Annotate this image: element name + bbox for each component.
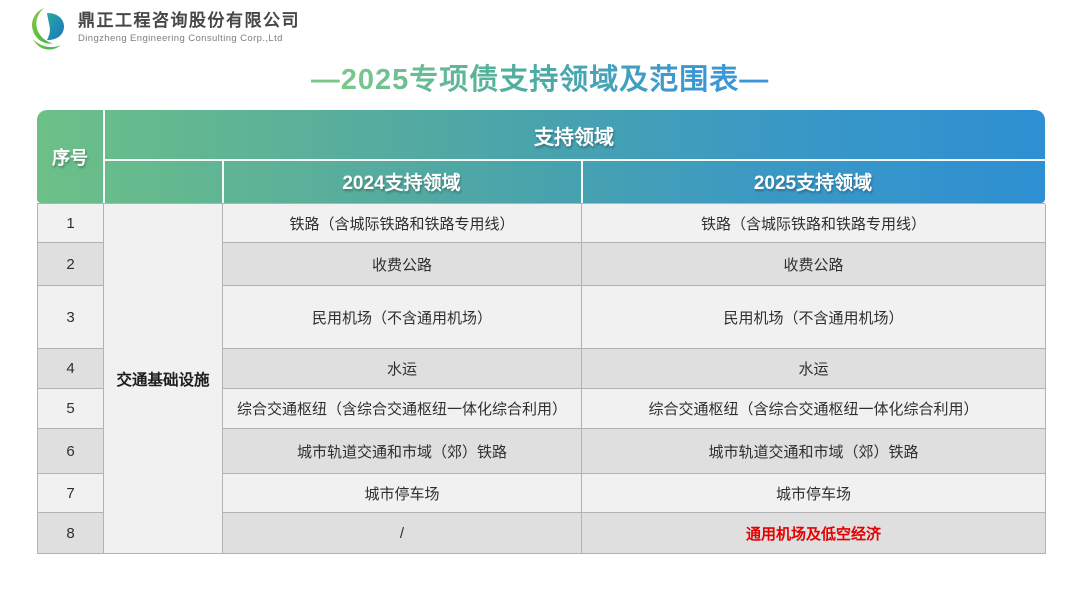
cell-2025-row-6: 城市轨道交通和市域（郊）铁路 — [582, 429, 1046, 474]
row-number-cell: 3 — [38, 286, 104, 349]
header-2025-support-areas: 2025支持领域 — [753, 173, 873, 194]
table-header-band: 序号 支持领域 2024支持领域 2025支持领域 — [37, 110, 1045, 203]
header-divider-vertical-1 — [103, 110, 105, 203]
row-number-cell: 8 — [38, 513, 104, 554]
cell-2025-row-4: 水运 — [582, 349, 1046, 389]
row-number-cell: 4 — [38, 349, 104, 389]
table-body: 交通基础设施 1 铁路（含城际铁路和铁路专用线） 铁路（含城际铁路和铁路专用线）… — [37, 203, 1046, 554]
row-number-cell: 6 — [38, 429, 104, 474]
header-divider-horizontal — [103, 159, 1045, 161]
page-title: —2025专项债支持领域及范围表— — [0, 56, 1080, 98]
cell-2024-row-6: 城市轨道交通和市域（郊）铁路 — [223, 429, 582, 474]
header-divider-vertical-3 — [581, 161, 583, 203]
row-number-cell: 5 — [38, 389, 104, 429]
header-serial-number: 序号 — [52, 147, 88, 168]
cell-2025-row-2: 收费公路 — [582, 243, 1046, 286]
company-name-zh: 鼎正工程咨询股份有限公司 — [78, 11, 300, 30]
page-title-text: —2025专项债支持领域及范围表— — [311, 56, 770, 98]
header-support-areas: 支持领域 — [534, 126, 614, 149]
company-names: 鼎正工程咨询股份有限公司 Dingzheng Engineering Consu… — [78, 7, 300, 44]
row-number-cell: 7 — [38, 474, 104, 513]
support-areas-table: 序号 支持领域 2024支持领域 2025支持领域 交通基础设施 1 铁路（含城… — [37, 110, 1046, 554]
header-divider-vertical-2 — [222, 161, 224, 203]
cell-2024-row-2: 收费公路 — [223, 243, 582, 286]
row-number-cell: 1 — [38, 204, 104, 243]
cell-2025-row-7: 城市停车场 — [582, 474, 1046, 513]
dingzheng-d-logo-icon — [32, 8, 64, 50]
cell-2024-row-1: 铁路（含城际铁路和铁路专用线） — [223, 204, 582, 243]
company-name-en: Dingzheng Engineering Consulting Corp.,L… — [78, 33, 283, 45]
cell-2024-row-7: 城市停车场 — [223, 474, 582, 513]
cell-2025-row-3: 民用机场（不含通用机场） — [582, 286, 1046, 349]
cell-2025-row-1: 铁路（含城际铁路和铁路专用线） — [582, 204, 1046, 243]
header-2024-support-areas: 2024支持领域 — [342, 173, 461, 194]
cell-2024-row-3: 民用机场（不含通用机场） — [223, 286, 582, 349]
cell-2025-row-5: 综合交通枢纽（含综合交通枢纽一体化综合利用） — [582, 389, 1046, 429]
company-logo-block: 鼎正工程咨询股份有限公司 Dingzheng Engineering Consu… — [30, 7, 300, 51]
cell-2025-row-8-general-airports-low-altitude-economy: 通用机场及低空经济 — [582, 513, 1046, 554]
category-cell-transport-infrastructure: 交通基础设施 — [104, 204, 223, 554]
cell-2024-row-5: 综合交通枢纽（含综合交通枢纽一体化综合利用） — [223, 389, 582, 429]
row-number-cell: 2 — [38, 243, 104, 286]
cell-2024-row-4: 水运 — [223, 349, 582, 389]
cell-2024-row-8-slash: / — [223, 513, 582, 554]
